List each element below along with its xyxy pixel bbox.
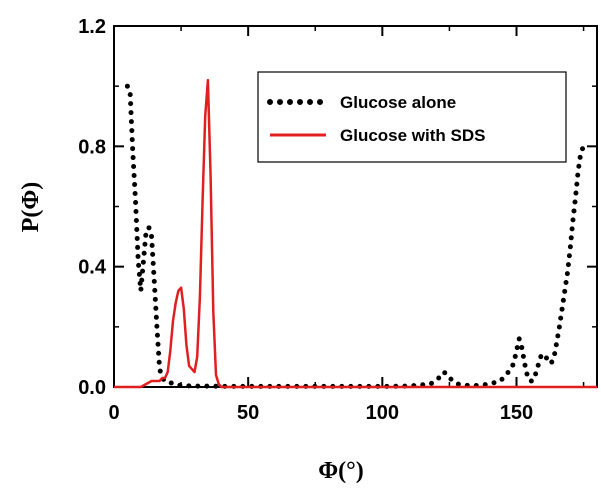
x-tick-label: 50 [237, 402, 259, 424]
y-tick-label: 0.0 [78, 377, 106, 399]
y-tick-label: 1.2 [78, 16, 106, 38]
x-tick-label: 150 [500, 402, 533, 424]
legend-label-glucose-alone: Glucose alone [340, 93, 456, 112]
series-line-1 [114, 78, 597, 389]
y-tick-label: 0.4 [78, 257, 107, 279]
legend-box [257, 71, 567, 163]
y-tick-label: 0.8 [78, 136, 106, 158]
y-axis-ticks: 0.0 0.4 0.8 1.2 [78, 16, 597, 399]
x-axis-title: Φ(°) [318, 458, 363, 484]
series-line-0 [124, 83, 587, 389]
legend-label-glucose-with-sds: Glucose with SDS [340, 126, 485, 145]
x-axis-ticks: 0 50 100 150 [108, 26, 585, 424]
legend: Glucose alone Glucose with SDS [257, 71, 567, 163]
y-axis-title: P(Φ) [18, 182, 44, 233]
series-layer [114, 78, 597, 389]
x-tick-label: 100 [366, 402, 399, 424]
x-tick-label: 0 [108, 402, 119, 424]
